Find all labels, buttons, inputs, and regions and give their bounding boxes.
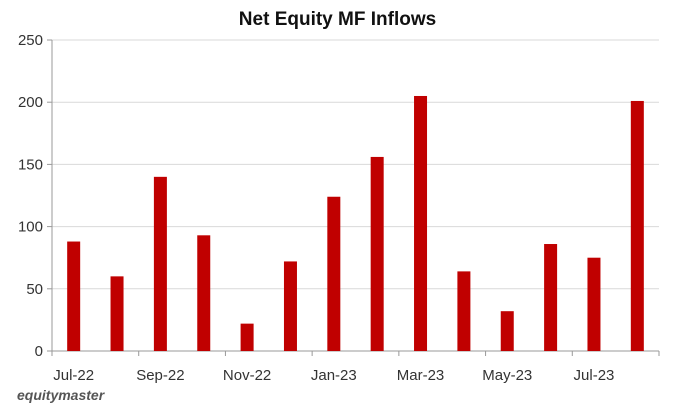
chart-title: Net Equity MF Inflows <box>238 9 437 30</box>
bar-Sep-22 <box>153 176 167 351</box>
x-tick-label: Jul-22 <box>53 367 94 384</box>
brand-logo: equitymaster <box>17 387 105 403</box>
bar-Jan-23 <box>327 196 341 351</box>
bar-Nov-22 <box>240 323 254 351</box>
y-tick-label: 250 <box>18 32 43 49</box>
bar-Mar-23 <box>414 95 428 351</box>
x-tick-label: Jan-23 <box>311 367 357 384</box>
y-tick-label: 200 <box>18 94 43 111</box>
bar-Oct-22 <box>197 235 211 351</box>
bar-Aug-23 <box>630 100 644 352</box>
bar-Jun-23 <box>544 244 558 351</box>
bar-May-23 <box>500 311 514 351</box>
bar-Aug-22 <box>110 276 124 351</box>
y-tick-label: 150 <box>18 156 43 173</box>
y-tick-label: 0 <box>35 343 43 360</box>
bar-Jul-23 <box>587 257 601 351</box>
x-tick-label: Sep-22 <box>136 367 184 384</box>
x-tick-label: May-23 <box>482 367 532 384</box>
x-tick-label: Mar-23 <box>397 367 445 384</box>
x-tick-label: Jul-23 <box>574 367 615 384</box>
x-tick-label: Nov-22 <box>223 367 271 384</box>
y-tick-label: 50 <box>26 281 43 298</box>
bar-Jul-22 <box>67 241 81 351</box>
y-tick-label: 100 <box>18 219 43 236</box>
bar-Feb-23 <box>370 156 384 351</box>
bar-Apr-23 <box>457 271 471 351</box>
bar-Dec-22 <box>283 261 297 351</box>
